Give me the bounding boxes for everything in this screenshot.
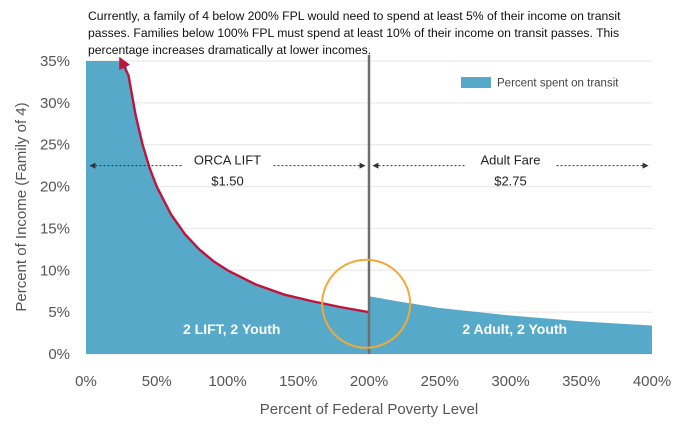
inside-labels: 2 LIFT, 2 Youth 2 Adult, 2 Youth	[183, 321, 567, 337]
region-labels: ORCA LIFT $1.50 Adult Fare $2.75	[89, 153, 649, 189]
x-tick-label: 200%	[350, 373, 388, 390]
x-axis-label: Percent of Federal Poverty Level	[260, 401, 478, 418]
legend-swatch	[461, 77, 491, 88]
y-tick-labels: 0% 5% 10% 15% 20% 25% 30% 35%	[40, 53, 70, 363]
highlight-curve-group	[119, 56, 370, 314]
highlight-circle-group	[321, 258, 412, 349]
highlight-curve	[119, 56, 370, 314]
annotation-line: Currently, a family of 4 below 200% FPL …	[88, 9, 621, 23]
x-tick-label: 400%	[633, 373, 671, 390]
x-tick-label: 350%	[562, 373, 600, 390]
y-tick-label: 10%	[40, 262, 70, 279]
y-tick-label: 5%	[48, 304, 70, 321]
y-tick-label: 35%	[40, 53, 70, 70]
inside-label: 2 LIFT, 2 Youth	[183, 321, 281, 337]
y-axis-label: Percent of Income (Family of 4)	[13, 102, 30, 311]
legend-label: Percent spent on transit	[497, 78, 619, 90]
area-segment	[369, 296, 652, 354]
legend: Percent spent on transit	[434, 68, 646, 98]
x-tick-label: 0%	[75, 373, 97, 390]
x-tick-label: 150%	[279, 373, 317, 390]
y-tick-label: 30%	[40, 95, 70, 112]
chart-annotation: Currently, a family of 4 below 200% FPL …	[88, 8, 648, 59]
region-label: Adult Fare	[481, 153, 541, 168]
x-tick-label: 50%	[142, 373, 172, 390]
y-tick-label: 20%	[40, 179, 70, 196]
x-tick-labels: 0% 50% 100% 150% 200% 250% 300% 350% 400%	[75, 373, 671, 390]
region-price: $1.50	[211, 174, 244, 189]
y-tick-label: 15%	[40, 220, 70, 237]
y-tick-label: 25%	[40, 137, 70, 154]
annotation-line: percentage increases dramatically at low…	[88, 43, 372, 57]
annotation-line: passes. Families below 100% FPL must spe…	[88, 26, 620, 40]
region-price: $2.75	[494, 174, 527, 189]
x-tick-label: 100%	[208, 373, 246, 390]
area-segment	[86, 61, 369, 354]
y-tick-label: 0%	[48, 346, 70, 363]
x-tick-label: 250%	[421, 373, 459, 390]
inside-label: 2 Adult, 2 Youth	[462, 321, 567, 337]
region-label: ORCA LIFT	[194, 153, 261, 168]
highlight-circle	[321, 258, 412, 349]
x-tick-label: 300%	[491, 373, 529, 390]
area-series	[86, 61, 652, 354]
